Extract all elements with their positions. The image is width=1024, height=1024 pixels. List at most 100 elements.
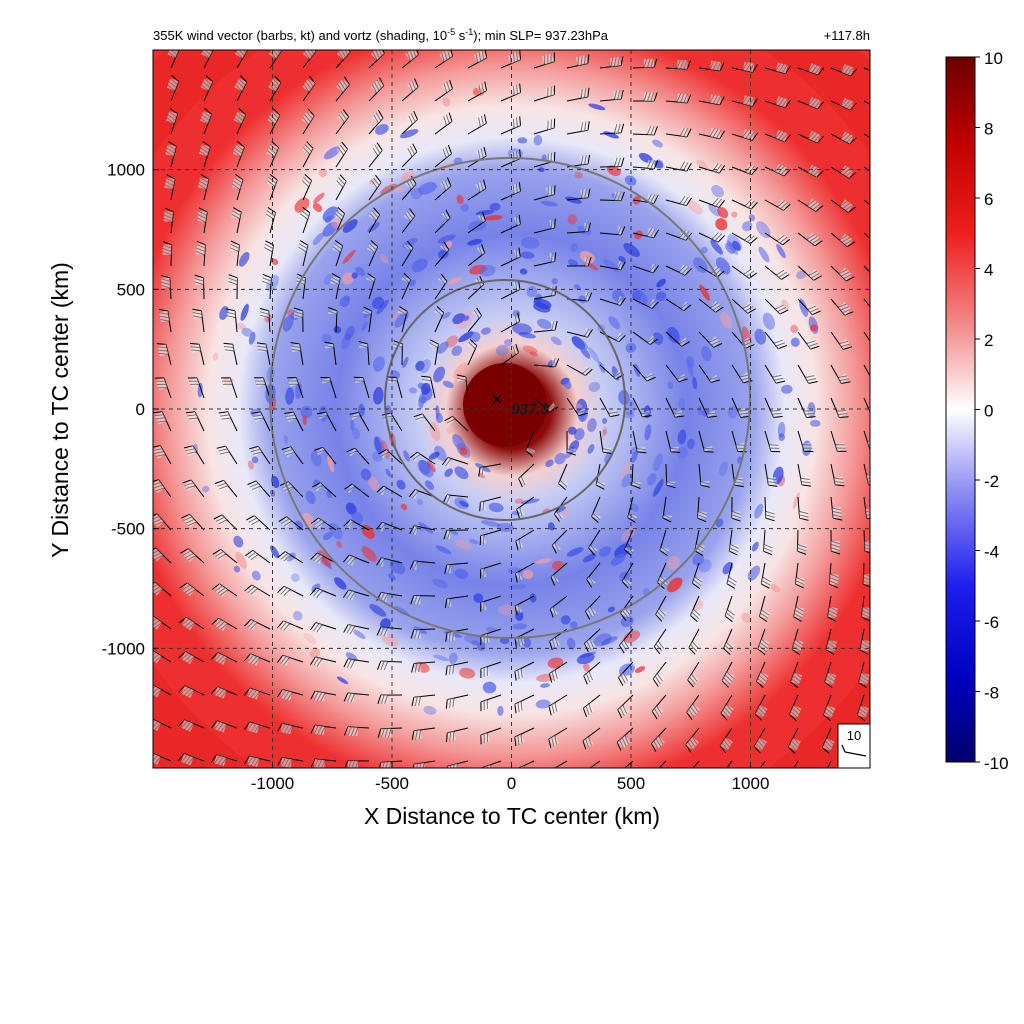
wind-barb bbox=[583, 661, 601, 685]
wind-barb bbox=[266, 173, 278, 201]
vorticity-speckle bbox=[720, 311, 732, 329]
wind-barb bbox=[368, 142, 383, 168]
vorticity-speckle bbox=[459, 447, 468, 456]
center-marker: × bbox=[491, 389, 503, 411]
wind-barb bbox=[233, 108, 247, 135]
vorticity-speckle bbox=[610, 553, 626, 566]
wind-barb bbox=[412, 760, 436, 768]
vorticity-speckle bbox=[623, 243, 640, 257]
vorticity-speckle bbox=[574, 171, 583, 179]
vorticity-speckle bbox=[418, 182, 437, 195]
wind-barb bbox=[183, 445, 205, 465]
wind-barb bbox=[299, 206, 311, 234]
wind-barb bbox=[214, 479, 238, 498]
wind-barb bbox=[665, 59, 692, 70]
vorticity-speckle bbox=[550, 336, 562, 346]
vorticity-speckle bbox=[638, 152, 653, 163]
wind-barb bbox=[621, 562, 634, 589]
vorticity-speckle bbox=[652, 139, 663, 148]
wind-barb bbox=[720, 694, 734, 721]
wind-barb bbox=[467, 50, 488, 69]
wind-barb bbox=[268, 75, 282, 102]
y-tick-label: -500 bbox=[111, 520, 145, 539]
vorticity-speckle bbox=[618, 390, 630, 405]
wind-barb bbox=[517, 760, 535, 768]
wind-barb bbox=[312, 482, 337, 498]
wind-barb bbox=[599, 89, 624, 102]
vorticity-speckle bbox=[751, 541, 759, 552]
wind-barb bbox=[366, 240, 379, 267]
vorticity-speckle bbox=[445, 335, 459, 348]
vorticity-speckle bbox=[403, 450, 410, 462]
wind-barb bbox=[387, 376, 403, 399]
vorticity-speckle bbox=[472, 87, 485, 97]
wind-barb bbox=[277, 620, 304, 632]
y-tick-label: 1000 bbox=[107, 161, 145, 180]
vorticity-speckle bbox=[428, 451, 440, 460]
wind-barb bbox=[793, 760, 799, 768]
vorticity-speckle bbox=[452, 434, 466, 452]
vorticity-speckle bbox=[294, 197, 310, 213]
wind-barb bbox=[566, 397, 588, 417]
vorticity-speckle bbox=[644, 424, 652, 441]
wind-barb bbox=[444, 562, 469, 574]
wind-barb bbox=[310, 517, 337, 531]
vorticity-speckle bbox=[587, 444, 595, 454]
wind-barb bbox=[500, 50, 521, 69]
vorticity-speckle bbox=[566, 547, 584, 557]
wind-barb bbox=[688, 628, 700, 655]
wind-barb bbox=[310, 758, 337, 768]
wind-barb bbox=[830, 331, 853, 350]
wind-barb bbox=[153, 479, 172, 498]
wind-barb bbox=[558, 463, 568, 490]
wind-barb bbox=[162, 241, 173, 267]
wind-barb bbox=[548, 694, 568, 716]
wind-barb bbox=[797, 232, 823, 247]
wind-barb bbox=[467, 307, 482, 333]
vorticity-speckle bbox=[233, 565, 241, 573]
vorticity-speckle bbox=[380, 183, 397, 195]
wind-barb bbox=[719, 727, 733, 754]
vorticity-speckle bbox=[469, 331, 481, 343]
wind-barb bbox=[764, 62, 792, 75]
vorticity-speckle bbox=[653, 160, 664, 169]
wind-barb bbox=[259, 307, 271, 333]
wind-barb bbox=[343, 726, 370, 737]
vorticity-speckle bbox=[623, 399, 636, 416]
vorticity-speckle bbox=[708, 204, 721, 217]
wind-barb bbox=[153, 752, 172, 765]
vorticity-speckle bbox=[433, 366, 446, 383]
wind-barb bbox=[617, 694, 634, 719]
wind-barb bbox=[247, 480, 271, 498]
wind-barb bbox=[533, 52, 555, 69]
wind-barb bbox=[731, 61, 758, 73]
vorticity-speckle bbox=[351, 272, 358, 279]
wind-barb bbox=[178, 719, 205, 732]
wind-barb bbox=[797, 63, 825, 76]
wind-barb bbox=[249, 445, 271, 465]
wind-barb bbox=[192, 308, 205, 333]
wind-barb bbox=[627, 496, 637, 523]
wind-barb bbox=[698, 60, 725, 72]
wind-barb bbox=[277, 723, 304, 735]
vorticity-speckle bbox=[567, 259, 579, 267]
wind-barb bbox=[533, 252, 557, 267]
wind-barb bbox=[434, 273, 448, 300]
wind-barb bbox=[225, 308, 238, 333]
wind-barb bbox=[310, 656, 337, 667]
vorticity-speckle bbox=[540, 200, 558, 207]
vorticity-speckle bbox=[419, 359, 431, 374]
vorticity-speckle bbox=[653, 478, 664, 497]
wind-barb bbox=[726, 760, 733, 768]
wind-barb bbox=[467, 244, 486, 267]
wind-barb bbox=[300, 174, 313, 201]
wind-barb bbox=[665, 331, 691, 347]
wind-barb bbox=[655, 595, 667, 622]
wind-barb bbox=[830, 265, 855, 282]
vorticity-speckle bbox=[484, 214, 503, 221]
vorticity-speckle bbox=[343, 295, 351, 302]
vorticity-speckle bbox=[601, 636, 618, 646]
wind-barb bbox=[665, 93, 692, 104]
wind-barb bbox=[316, 411, 337, 432]
wind-barb bbox=[863, 265, 870, 274]
